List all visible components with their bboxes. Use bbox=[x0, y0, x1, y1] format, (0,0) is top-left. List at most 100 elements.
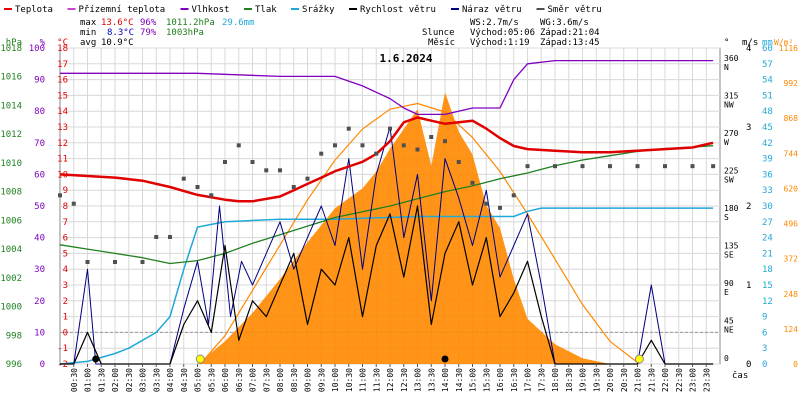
wind-direction-point bbox=[278, 168, 282, 173]
stats-min-press: 1003hPa bbox=[166, 28, 204, 38]
wind-direction-point bbox=[250, 160, 255, 164]
direction-tick-letter: S bbox=[724, 213, 729, 222]
wind-direction-point bbox=[415, 147, 420, 152]
x-tick-label: 20:00 bbox=[606, 368, 615, 392]
humidity-axis-tick: 40 bbox=[34, 234, 45, 244]
x-tick-label: 17:00 bbox=[524, 368, 533, 392]
wind-direction-point bbox=[360, 143, 365, 148]
solar-tick: 744 bbox=[784, 149, 799, 158]
x-axis-label: čas bbox=[732, 370, 748, 381]
humidity-axis-tick: 70 bbox=[34, 139, 45, 149]
rain-tick: 51 bbox=[762, 91, 773, 101]
legend-label: Srážky bbox=[302, 5, 335, 15]
direction-tick: 225 bbox=[724, 167, 739, 176]
solar-radiation-area bbox=[197, 92, 714, 364]
rain-line bbox=[59, 207, 714, 365]
humidity-axis-tick: 50 bbox=[34, 202, 45, 212]
x-tick-label: 18:30 bbox=[565, 368, 574, 392]
sun-marker bbox=[195, 354, 205, 364]
wind-direction-point bbox=[580, 164, 585, 169]
x-tick-label: 08:30 bbox=[290, 368, 299, 392]
direction-tick: 270 bbox=[724, 129, 739, 138]
legend-label: Náraz větru bbox=[462, 5, 522, 15]
x-tick-label: 02:30 bbox=[125, 368, 134, 392]
direction-tick: 90 bbox=[724, 279, 734, 288]
wind-direction-point bbox=[58, 193, 62, 198]
temperature-axis-tick: 4 bbox=[63, 265, 68, 275]
wind-direction-point bbox=[711, 164, 716, 169]
x-tick-label: 01:00 bbox=[84, 368, 93, 392]
solar-tick: 1116 bbox=[779, 44, 798, 53]
wind-speed-line bbox=[60, 205, 714, 365]
wind-direction-point bbox=[195, 185, 200, 189]
temperature-axis-tick: 18 bbox=[57, 44, 68, 54]
rain-tick: 24 bbox=[762, 234, 773, 244]
humidity-axis-tick: 80 bbox=[34, 107, 45, 117]
temperature-axis-tick: -1 bbox=[57, 344, 68, 354]
direction-tick-letter: SW bbox=[724, 176, 734, 185]
pressure-axis-tick: 996 bbox=[6, 360, 22, 370]
pressure-axis-tick: 1002 bbox=[0, 274, 22, 284]
wind-direction-point bbox=[511, 193, 516, 198]
x-tick-label: 15:00 bbox=[469, 368, 478, 392]
x-tick-label: 14:00 bbox=[441, 368, 450, 392]
stats-max-rain: 29.6mm bbox=[222, 18, 255, 28]
x-tick-label: 01:30 bbox=[97, 368, 106, 392]
stats-avg-temp: 10.9°C bbox=[101, 38, 134, 48]
humidity-axis-tick: 100 bbox=[29, 44, 45, 54]
wind-direction-point bbox=[608, 164, 612, 169]
stats-max-hum: 96% bbox=[140, 18, 157, 28]
wind-direction-point bbox=[113, 260, 117, 264]
temperature-axis-tick: -2 bbox=[57, 360, 68, 370]
temperature-axis-tick: 14 bbox=[57, 107, 68, 117]
rain-tick: 21 bbox=[762, 249, 773, 259]
wind-direction-point bbox=[291, 185, 296, 189]
humidity-axis-tick: 60 bbox=[34, 170, 45, 180]
x-tick-label: 19:00 bbox=[579, 368, 588, 392]
wind-direction-point bbox=[346, 126, 351, 131]
humidity-axis-tick: 20 bbox=[34, 297, 45, 307]
temperature-axis-tick: 7 bbox=[63, 218, 68, 228]
rain-tick: 45 bbox=[762, 123, 773, 133]
rain-tick: 39 bbox=[762, 155, 773, 165]
wind-tick: 2 bbox=[746, 202, 751, 212]
rain-tick: 9 bbox=[762, 313, 767, 323]
x-tick-label: 06:00 bbox=[221, 368, 230, 392]
x-tick-label: 04:30 bbox=[180, 368, 189, 392]
wind-direction-point bbox=[264, 168, 269, 173]
direction-tick-letter: E bbox=[724, 288, 729, 297]
temperature-axis-tick: 1 bbox=[63, 313, 68, 323]
x-tick-label: 22:00 bbox=[661, 368, 670, 392]
solar-series bbox=[197, 92, 714, 364]
temperature-axis-tick: 0 bbox=[63, 328, 68, 338]
wind-tick: 4 bbox=[746, 44, 751, 54]
x-tick-label: 06:30 bbox=[235, 368, 244, 392]
wind-direction-point bbox=[85, 260, 90, 264]
direction-tick-letter: W bbox=[724, 138, 729, 147]
temperature-axis-tick: 3 bbox=[63, 281, 68, 291]
x-tick-label: 12:00 bbox=[386, 368, 395, 392]
x-tick-label: 15:30 bbox=[482, 368, 491, 392]
rain-tick: 60 bbox=[762, 44, 773, 54]
direction-tick-letter: NW bbox=[724, 101, 734, 110]
temperature-axis-tick: 5 bbox=[63, 249, 68, 259]
sun-marker bbox=[634, 354, 644, 364]
rain-tick: 48 bbox=[762, 107, 773, 117]
pressure-axis-tick: 1006 bbox=[0, 216, 22, 226]
wind-direction-point bbox=[401, 143, 406, 148]
solar-tick: 248 bbox=[784, 290, 799, 299]
wind-gust-line bbox=[60, 126, 714, 365]
x-tick-label: 10:30 bbox=[345, 368, 354, 392]
x-tick-label: 23:00 bbox=[689, 368, 698, 392]
temperature-axis-tick: 17 bbox=[57, 60, 68, 70]
x-tick-label: 18:00 bbox=[551, 368, 560, 392]
rain-tick: 57 bbox=[762, 60, 773, 70]
rain-tick: 6 bbox=[762, 328, 767, 338]
direction-axis-unit: ° bbox=[724, 38, 729, 48]
wind-direction-point bbox=[223, 160, 227, 164]
x-tick-label: 17:30 bbox=[537, 368, 546, 392]
rain-tick: 3 bbox=[762, 344, 767, 354]
x-tick-label: 07:30 bbox=[262, 368, 271, 392]
solar-tick: 0 bbox=[793, 360, 798, 369]
